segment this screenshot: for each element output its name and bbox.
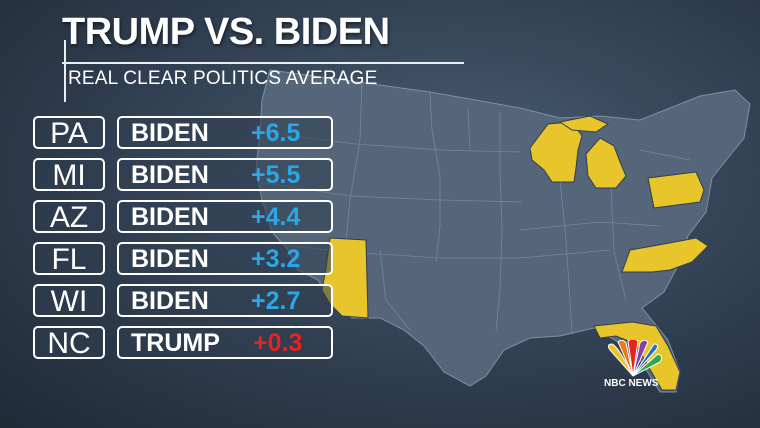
nbc-news-logo-text: NBC NEWS: [604, 378, 659, 389]
state-label: FL: [33, 242, 105, 275]
poll-row: AZ BIDEN +4.4: [33, 200, 333, 237]
state-label: WI: [33, 284, 105, 317]
candidate-label: BIDEN: [131, 287, 209, 315]
title-divider-vertical: [64, 40, 66, 102]
result-box: BIDEN +2.7: [117, 284, 333, 317]
candidate-label: BIDEN: [131, 161, 209, 189]
poll-row: MI BIDEN +5.5: [33, 158, 333, 195]
state-michigan-upper: [558, 115, 610, 133]
nbc-peacock-icon: [607, 340, 663, 377]
subtitle: REAL CLEAR POLITICS AVERAGE: [68, 68, 378, 89]
margin-value: +2.7: [251, 287, 301, 315]
state-label: MI: [33, 158, 105, 191]
state-label: NC: [33, 326, 105, 359]
poll-table: PA BIDEN +6.5 MI BIDEN +5.5 AZ BIDEN +4.…: [33, 116, 333, 368]
result-box: BIDEN +4.4: [117, 200, 333, 233]
state-florida: [593, 321, 681, 391]
highlighted-states: [321, 115, 709, 391]
margin-value: +3.2: [251, 245, 301, 273]
candidate-label: BIDEN: [131, 203, 209, 231]
state-label: PA: [33, 116, 105, 149]
poll-row: PA BIDEN +6.5: [33, 116, 333, 153]
result-box: BIDEN +3.2: [117, 242, 333, 275]
candidate-label: TRUMP: [131, 329, 220, 357]
margin-value: +5.5: [251, 161, 301, 189]
margin-value: +0.3: [253, 329, 303, 357]
result-box: BIDEN +5.5: [117, 158, 333, 191]
poll-row: NC TRUMP +0.3: [33, 326, 333, 363]
page-title: TRUMP VS. BIDEN: [62, 11, 390, 53]
state-pennsylvania: [647, 171, 705, 209]
candidate-label: BIDEN: [131, 245, 209, 273]
title-divider: [62, 62, 464, 64]
result-box: TRUMP +0.3: [117, 326, 333, 359]
candidate-label: BIDEN: [131, 119, 209, 147]
margin-value: +4.4: [251, 203, 301, 231]
poll-row: WI BIDEN +2.7: [33, 284, 333, 321]
state-label: AZ: [33, 200, 105, 233]
poll-row: FL BIDEN +3.2: [33, 242, 333, 279]
result-box: BIDEN +6.5: [117, 116, 333, 149]
margin-value: +6.5: [251, 119, 301, 147]
state-michigan: [585, 137, 627, 189]
title-block: TRUMP VS. BIDEN REAL CLEAR POLITICS AVER…: [62, 10, 464, 89]
state-north-carolina: [621, 237, 709, 273]
